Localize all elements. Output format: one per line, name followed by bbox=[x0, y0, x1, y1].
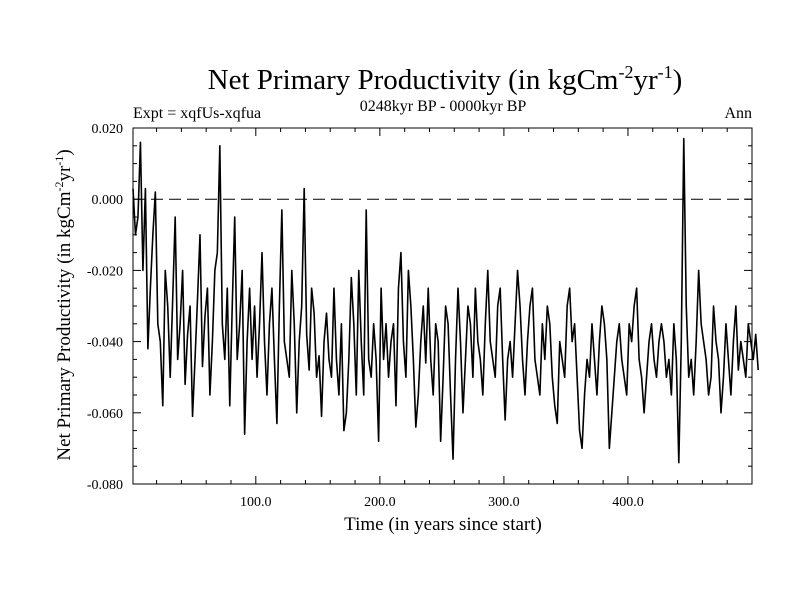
season-label: Ann bbox=[724, 105, 752, 122]
y-axis-label-end: ) bbox=[54, 149, 75, 155]
experiment-label: Expt = xqfUs-xqfua bbox=[133, 105, 261, 122]
chart-title-main: Net Primary Productivity (in kgCm bbox=[208, 64, 619, 96]
y-axis-label-sup1: -2 bbox=[52, 182, 66, 192]
time-range-label: 0248kyr BP - 0000kyr BP bbox=[360, 98, 527, 115]
y-axis-label-mid: yr bbox=[54, 165, 75, 182]
chart-title-end: ) bbox=[673, 64, 683, 96]
y-tick-label: 0.020 bbox=[92, 122, 124, 137]
chart-title-mid: yr bbox=[633, 64, 658, 96]
chart-title-sup1: -2 bbox=[618, 62, 633, 82]
x-tick-label: 300.0 bbox=[488, 495, 520, 510]
plot-frame bbox=[132, 127, 753, 485]
y-axis-label-sup2: -1 bbox=[52, 156, 66, 166]
chart-title-sup2: -1 bbox=[658, 62, 673, 82]
x-tick-label: 400.0 bbox=[612, 495, 644, 510]
y-tick-label: -0.060 bbox=[87, 407, 123, 422]
y-tick-label: -0.040 bbox=[87, 336, 123, 351]
series-line-0 bbox=[132, 137, 759, 464]
tick-layer: 100.0 200.0 300.0 400.0 0.020 0.000 -0.020 -0.0… bbox=[87, 122, 752, 510]
y-tick-label: -0.020 bbox=[87, 264, 123, 279]
y-axis-label-main: Net Primary Productivity (in kgCm bbox=[54, 191, 75, 460]
chart-title: Net Primary Productivity (in kgCm-2yr-1) bbox=[208, 62, 683, 96]
y-tick-label: 0.000 bbox=[92, 193, 124, 208]
x-axis-label: Time (in years since start) bbox=[344, 514, 542, 535]
x-tick-label: 200.0 bbox=[364, 495, 396, 510]
series-layer bbox=[132, 137, 759, 464]
y-axis-label: Net Primary Productivity (in kgCm-2yr-1) bbox=[52, 149, 75, 460]
x-tick-label: 100.0 bbox=[240, 495, 272, 510]
y-tick-label: -0.080 bbox=[87, 478, 123, 493]
